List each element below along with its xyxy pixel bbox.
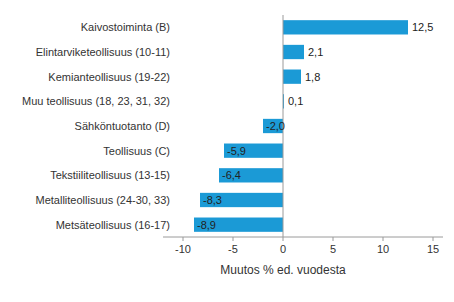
x-tick <box>433 237 434 241</box>
chart: -10 -5 0 5 10 15 Muutos % ed. vuodesta Kaivosto… <box>0 0 454 302</box>
x-tick <box>333 237 334 241</box>
x-tick-label: 15 <box>427 243 439 255</box>
x-axis-line <box>163 237 443 238</box>
x-tick-label: 5 <box>330 243 336 255</box>
x-axis-title: Muutos % ed. vuodesta <box>220 263 346 277</box>
data-label: 2,1 <box>308 46 323 58</box>
category-label: Kaivostoiminta (B) <box>81 21 170 33</box>
x-tick-label: -10 <box>175 243 191 255</box>
data-label: -2,0 <box>266 120 285 132</box>
bar <box>283 45 304 59</box>
x-tick-label: -5 <box>228 243 238 255</box>
category-label: Muu teollisuus (18, 23, 31, 32) <box>22 95 170 107</box>
bar <box>283 20 408 34</box>
x-tick <box>283 237 284 241</box>
chart-container: -10 -5 0 5 10 15 Muutos % ed. vuodesta Kaivosto… <box>0 0 454 302</box>
x-tick <box>233 237 234 241</box>
category-label: Sähköntuotanto (D) <box>75 120 170 132</box>
category-label: Kemianteollisuus (19-22) <box>48 71 170 83</box>
category-label: Metsäteollisuus (16-17) <box>56 219 170 231</box>
data-label: -5,9 <box>227 145 246 157</box>
bar <box>224 144 283 158</box>
bar <box>283 70 301 84</box>
data-label: -8,3 <box>203 194 222 206</box>
data-label: -8,9 <box>197 219 216 231</box>
x-tick <box>383 237 384 241</box>
bars <box>194 20 408 232</box>
data-label: 12,5 <box>412 21 433 33</box>
bar <box>194 218 283 232</box>
x-tick-label: 10 <box>377 243 389 255</box>
category-label: Elintarviketeollisuus (10-11) <box>36 46 170 58</box>
bar <box>219 168 283 182</box>
data-label: 0,1 <box>288 95 303 107</box>
category-label: Metalliteollisuus (24-30, 33) <box>35 194 170 206</box>
category-label: Tekstiiliteollisuus (13-15) <box>50 169 170 181</box>
data-label: 1,8 <box>305 71 320 83</box>
data-label: -6,4 <box>222 169 241 181</box>
x-tick-label: 0 <box>280 243 286 255</box>
x-tick <box>183 237 184 241</box>
bar <box>200 193 283 207</box>
category-label: Teollisuus (C) <box>103 145 170 157</box>
